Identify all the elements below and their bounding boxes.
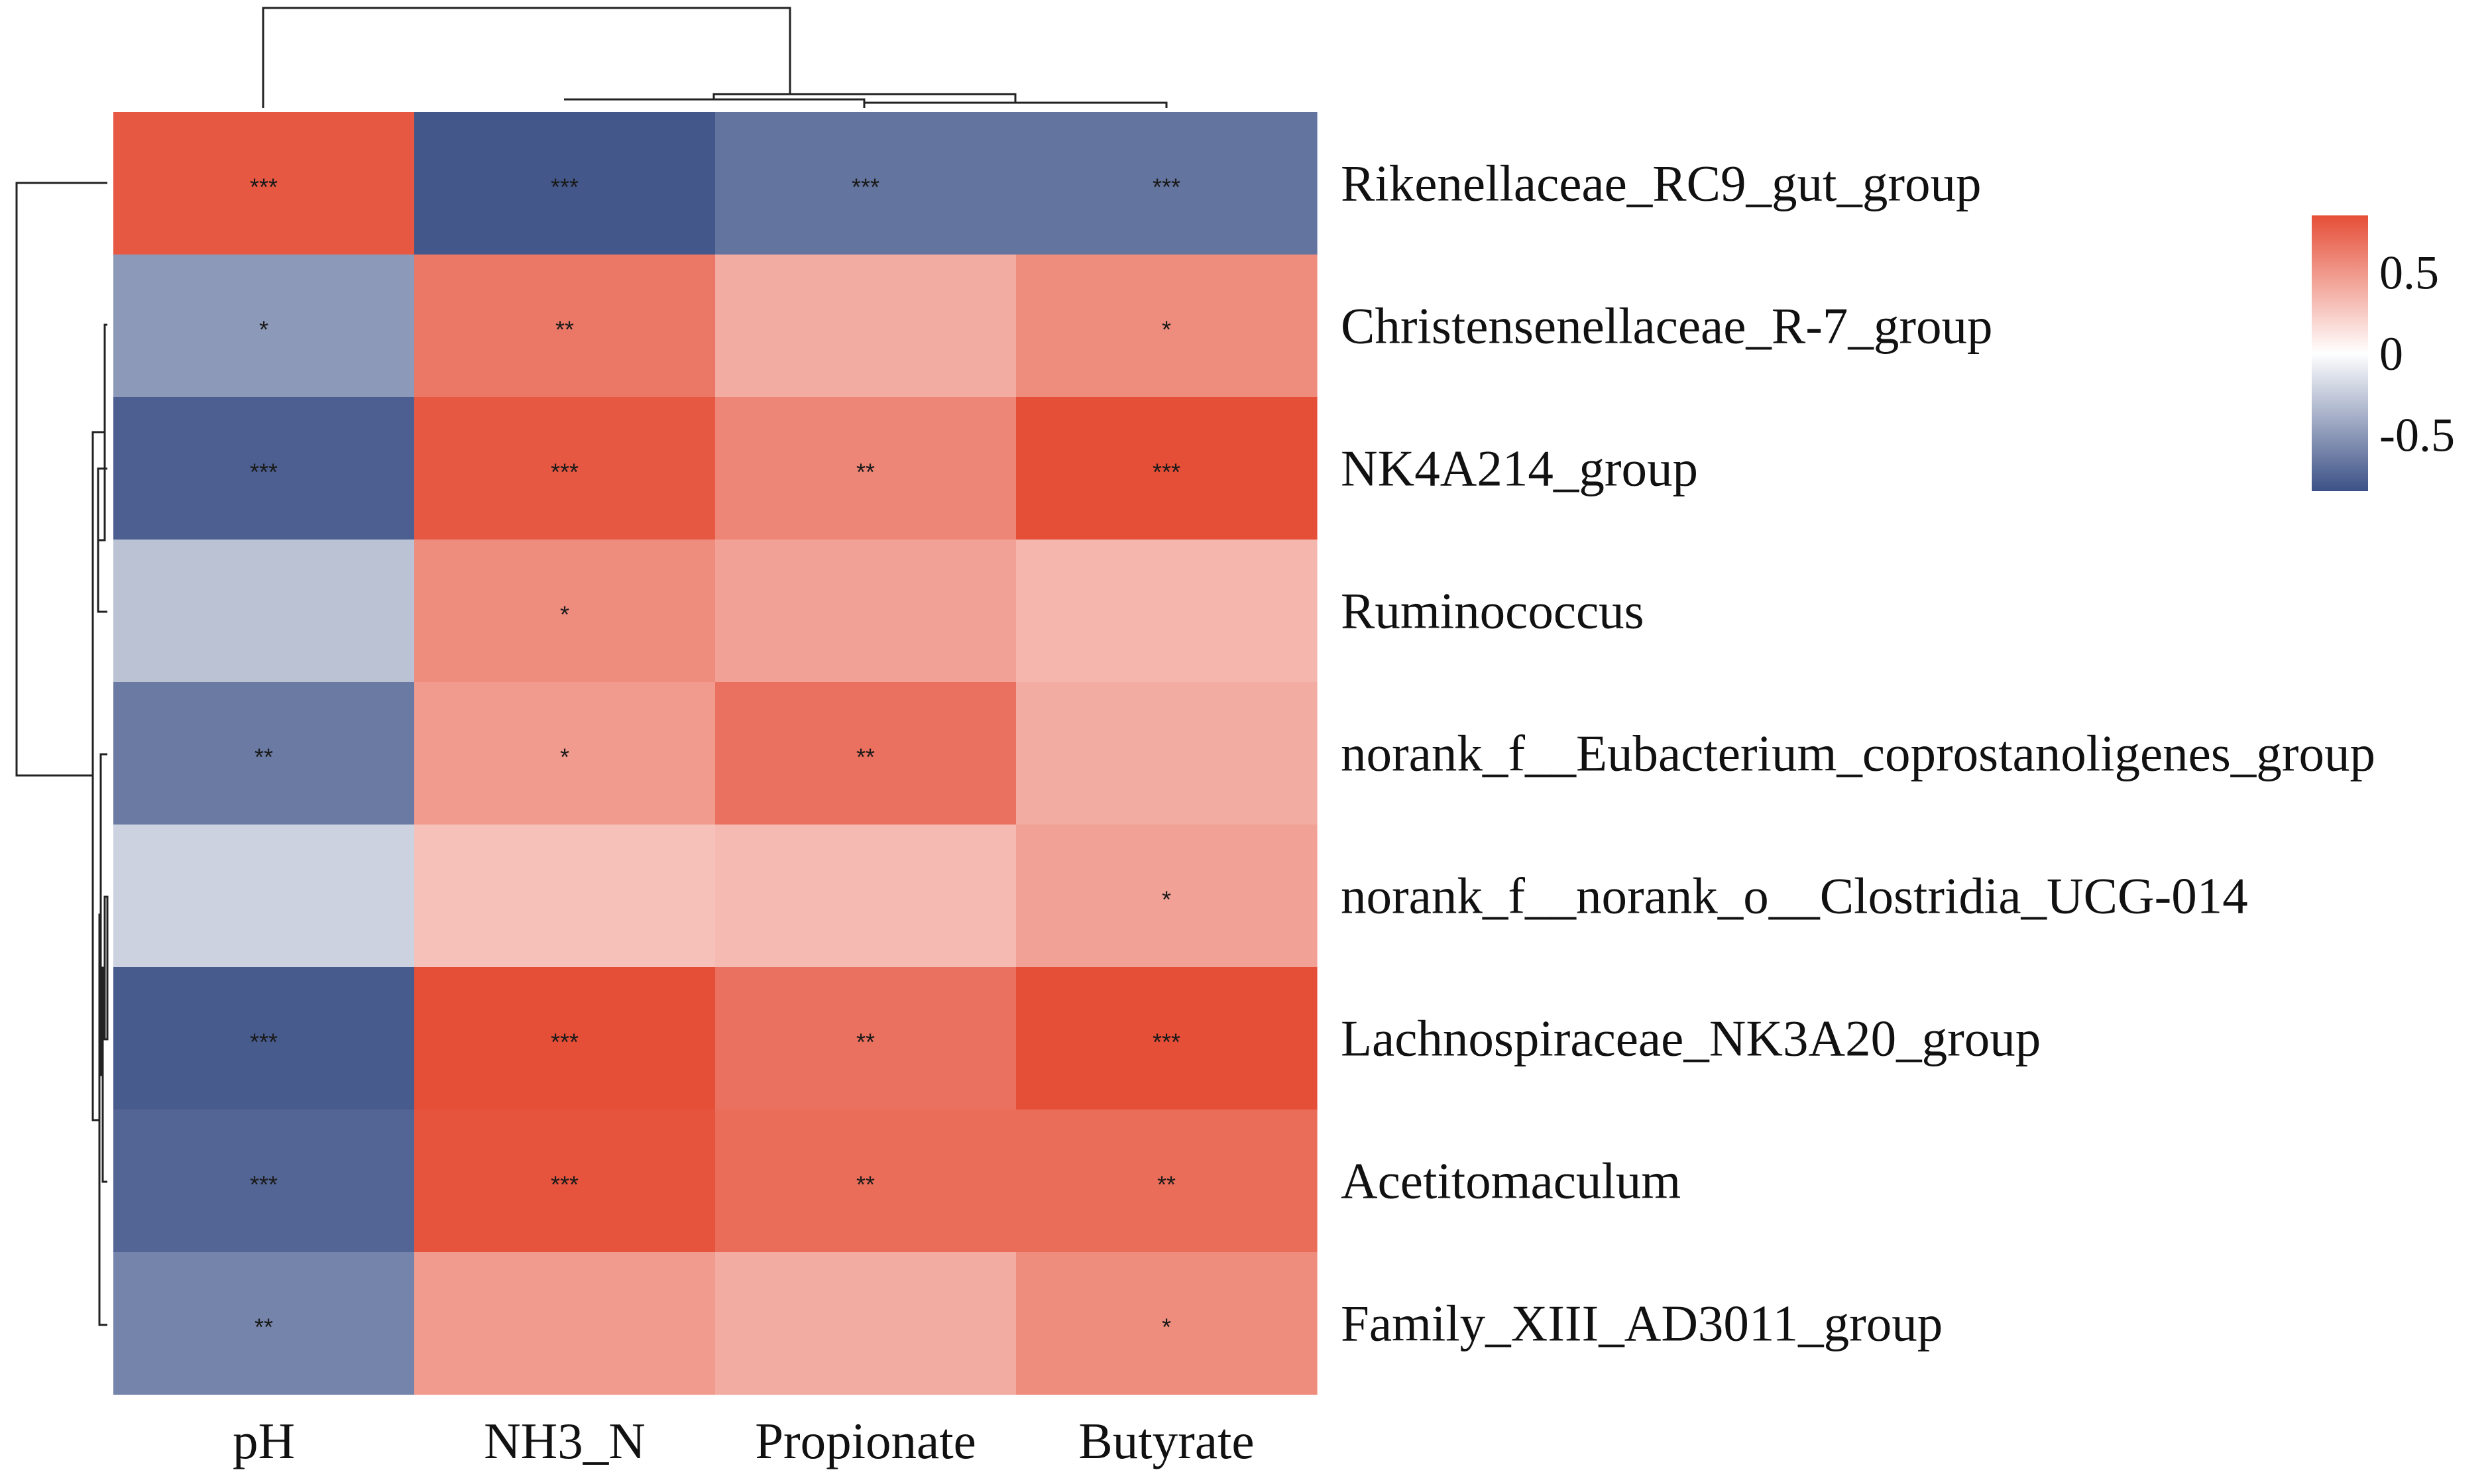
significance-mark: * — [560, 601, 569, 628]
color-legend: 0.5 0 -0.5 — [2312, 215, 2455, 491]
heatmap-cell — [113, 540, 415, 683]
heatmap-cell — [715, 540, 1017, 683]
heatmap-cell — [715, 682, 1017, 825]
heatmap-cell — [715, 1252, 1017, 1395]
significance-mark: *** — [1153, 174, 1180, 201]
significance-mark: *** — [250, 174, 278, 201]
row-label: Family_XIII_AD3011_group — [1341, 1295, 1943, 1352]
significance-mark: ** — [555, 316, 574, 343]
heatmap-cells — [113, 112, 1318, 1395]
heatmap-cell — [113, 255, 415, 398]
significance-mark: ** — [255, 744, 273, 771]
legend-tick-label: -0.5 — [2379, 408, 2455, 461]
heatmap-cell — [414, 1252, 716, 1395]
heatmap-cell — [113, 967, 415, 1110]
heatmap-cell — [1016, 1110, 1318, 1253]
heatmap-cell — [715, 112, 1017, 255]
column-label: Propionate — [755, 1412, 976, 1469]
row-label: Rikenellaceae_RC9_gut_group — [1341, 155, 1982, 212]
row-dendrogram — [15, 182, 109, 1326]
significance-mark: *** — [1153, 1029, 1180, 1056]
significance-mark: *** — [250, 1171, 278, 1198]
row-labels: Rikenellaceae_RC9_gut_group Christensenel… — [1341, 155, 2375, 1352]
heatmap-cell — [414, 255, 716, 398]
column-dendrogram — [262, 7, 1168, 108]
legend-tick-label: 0.5 — [2379, 247, 2439, 300]
column-label: NH3_N — [484, 1412, 646, 1469]
column-label: Butyrate — [1078, 1412, 1254, 1469]
row-label: Christensenellaceae_R-7_group — [1341, 298, 1993, 355]
heatmap-cell — [414, 397, 716, 540]
heatmap-cell — [1016, 255, 1318, 398]
heatmap-cell — [414, 682, 716, 825]
heatmap-cell — [414, 825, 716, 968]
column-labels: pH NH3_N Propionate Butyrate — [233, 1412, 1255, 1469]
significance-mark: ** — [1157, 1171, 1176, 1198]
heatmap-cell — [715, 825, 1017, 968]
heatmap-cell — [113, 1110, 415, 1253]
legend-colorbar — [2312, 215, 2368, 491]
significance-mark: * — [259, 316, 268, 343]
significance-mark: *** — [250, 459, 278, 486]
heatmap-cell — [414, 540, 716, 683]
significance-mark: ** — [856, 1171, 875, 1198]
significance-mark: *** — [1153, 459, 1180, 486]
significance-mark: *** — [551, 1171, 579, 1198]
row-label: NK4A214_group — [1341, 440, 1698, 497]
significance-marks: *** *** *** **** ** **** *** ** ****** * ****** ***… — [250, 174, 1180, 1341]
significance-mark: * — [1162, 316, 1171, 343]
heatmap-cell — [1016, 397, 1318, 540]
heatmap-cell — [414, 112, 716, 255]
heatmap-cell — [715, 255, 1017, 398]
heatmap-cell — [1016, 1252, 1318, 1395]
significance-mark: *** — [551, 1029, 579, 1056]
significance-mark: ** — [255, 1314, 273, 1341]
significance-mark: ** — [856, 459, 875, 486]
significance-mark: *** — [852, 174, 879, 201]
significance-mark: * — [1162, 1314, 1171, 1341]
significance-mark: ** — [856, 1029, 875, 1056]
significance-mark: * — [1162, 886, 1171, 913]
heatmap-cell — [414, 1110, 716, 1253]
heatmap-cell — [113, 825, 415, 968]
heatmap-cell — [1016, 682, 1318, 825]
heatmap-cell — [1016, 540, 1318, 683]
heatmap-cell — [1016, 112, 1318, 255]
heatmap-cell — [113, 682, 415, 825]
heatmap-cell — [113, 397, 415, 540]
column-label: pH — [233, 1412, 295, 1469]
row-label: norank_f__Eubacterium_coprostanoligenes_… — [1341, 725, 2375, 782]
heatmap-cell — [715, 397, 1017, 540]
heatmap-cell — [414, 967, 716, 1110]
significance-mark: ** — [856, 744, 875, 771]
row-label: norank_f__norank_o__Clostridia_UCG-014 — [1341, 868, 2248, 925]
heatmap-cell — [113, 112, 415, 255]
significance-mark: *** — [250, 1029, 278, 1056]
legend-tick-label: 0 — [2379, 327, 2403, 380]
heatmap-cell — [715, 967, 1017, 1110]
significance-mark: * — [560, 744, 569, 771]
heatmap-cell — [1016, 967, 1318, 1110]
row-label: Ruminococcus — [1341, 583, 1644, 640]
significance-mark: *** — [551, 459, 579, 486]
heatmap-cell — [715, 1110, 1017, 1253]
heatmap-cell — [1016, 825, 1318, 968]
significance-mark: *** — [551, 174, 579, 201]
row-label: Acetitomaculum — [1341, 1153, 1681, 1210]
row-label: Lachnospiraceae_NK3A20_group — [1341, 1010, 2041, 1067]
heatmap-cell — [113, 1252, 415, 1395]
